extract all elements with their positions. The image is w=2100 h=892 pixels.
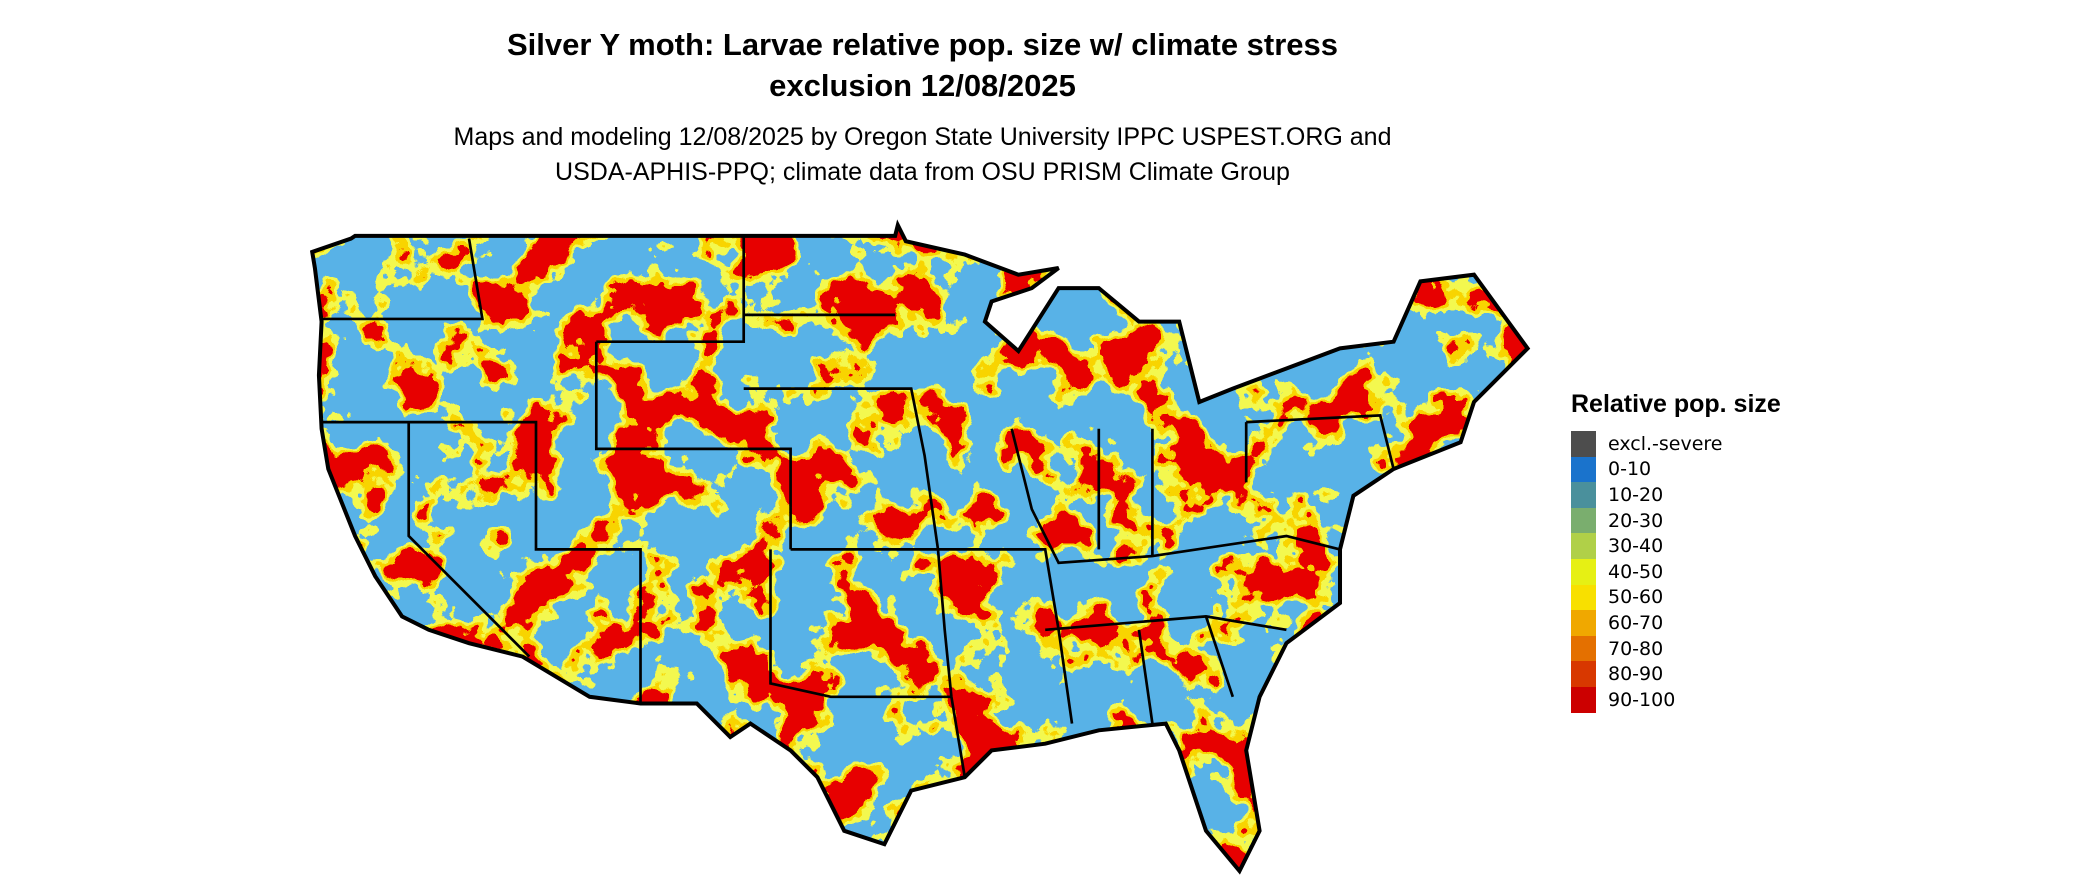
state-borders (309, 219, 1531, 875)
legend-item: 70-80 (1571, 635, 1781, 662)
legend-swatch (1571, 431, 1596, 457)
legend-swatch (1571, 456, 1596, 483)
legend-item: 30-40 (1571, 533, 1781, 559)
map-title: Silver Y moth: Larvae relative pop. size… (506, 27, 1339, 103)
legend-item: 80-90 (1571, 661, 1781, 687)
legend-label: 0-10 (1608, 458, 1652, 481)
legend-swatch (1571, 558, 1596, 585)
legend-label: 70-80 (1608, 637, 1664, 660)
legend-label: 20-30 (1608, 509, 1664, 532)
legend-item: excl.-severe (1571, 431, 1781, 457)
legend-swatch (1571, 610, 1596, 636)
legend-label: 10-20 (1608, 483, 1664, 506)
legend-swatch (1571, 686, 1596, 713)
legend-swatch (1571, 661, 1596, 687)
legend-label: 40-50 (1608, 560, 1664, 583)
legend-item: 0-10 (1571, 456, 1781, 483)
legend-swatch (1571, 635, 1596, 662)
legend-label: excl.-severe (1608, 432, 1723, 455)
legend-label: 80-90 (1608, 663, 1664, 686)
legend-item: 90-100 (1571, 686, 1781, 713)
legend-swatch (1571, 507, 1596, 534)
legend-swatch (1571, 482, 1596, 508)
legend-item: 10-20 (1571, 482, 1781, 508)
legend-label: 90-100 (1608, 688, 1676, 711)
legend-title: Relative pop. size (1571, 390, 1781, 418)
legend: Relative pop. size excl.-severe 0-10 10-20… (1571, 390, 1781, 713)
legend-swatch (1571, 584, 1596, 611)
legend-item: 50-60 (1571, 584, 1781, 611)
legend-swatch (1571, 533, 1596, 559)
legend-label: 60-70 (1608, 611, 1664, 634)
legend-item: 60-70 (1571, 610, 1781, 636)
legend-item: 40-50 (1571, 558, 1781, 585)
legend-label: 50-60 (1608, 586, 1664, 609)
legend-item: 20-30 (1571, 507, 1781, 534)
legend-label: 30-40 (1608, 535, 1664, 558)
map-subtitle: Maps and modeling 12/08/2025 by Oregon S… (453, 123, 1392, 186)
